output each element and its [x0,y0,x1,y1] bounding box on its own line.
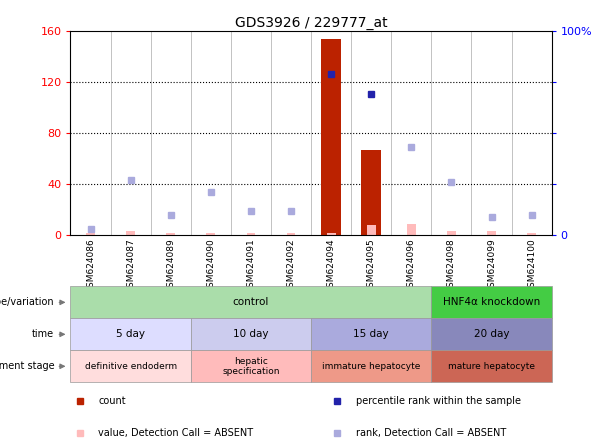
Text: hepatic
specification: hepatic specification [222,357,280,376]
Title: GDS3926 / 229777_at: GDS3926 / 229777_at [235,16,387,30]
Bar [311,318,432,350]
Text: definitive endoderm: definitive endoderm [85,362,177,371]
Bar [207,233,215,235]
Bar [70,286,432,318]
Text: value, Detection Call = ABSENT: value, Detection Call = ABSENT [98,428,253,437]
Text: development stage: development stage [0,361,55,371]
Bar [70,350,191,382]
Text: control: control [233,297,269,307]
Bar [321,39,341,235]
Bar [287,233,295,235]
Text: 15 day: 15 day [354,329,389,339]
Bar [432,318,552,350]
Bar [86,233,95,235]
Bar [70,318,191,350]
Text: 10 day: 10 day [233,329,268,339]
Bar [447,231,456,235]
Bar [246,233,256,235]
Bar [327,233,335,235]
Text: percentile rank within the sample: percentile rank within the sample [356,396,520,406]
Text: time: time [32,329,55,339]
Bar [361,150,381,235]
Bar [311,350,432,382]
Text: mature hepatocyte: mature hepatocyte [448,362,535,371]
Bar [487,231,496,235]
Bar [367,225,376,235]
Bar [407,224,416,235]
Text: 5 day: 5 day [116,329,145,339]
Text: rank, Detection Call = ABSENT: rank, Detection Call = ABSENT [356,428,506,437]
Text: 20 day: 20 day [474,329,509,339]
Text: HNF4α knockdown: HNF4α knockdown [443,297,540,307]
Bar [166,233,175,235]
Bar [191,318,311,350]
Bar [191,350,311,382]
Bar [527,233,536,235]
Text: immature hepatocyte: immature hepatocyte [322,362,421,371]
Text: count: count [98,396,126,406]
Bar [126,231,135,235]
Bar [432,350,552,382]
Text: genotype/variation: genotype/variation [0,297,55,307]
Bar [432,286,552,318]
